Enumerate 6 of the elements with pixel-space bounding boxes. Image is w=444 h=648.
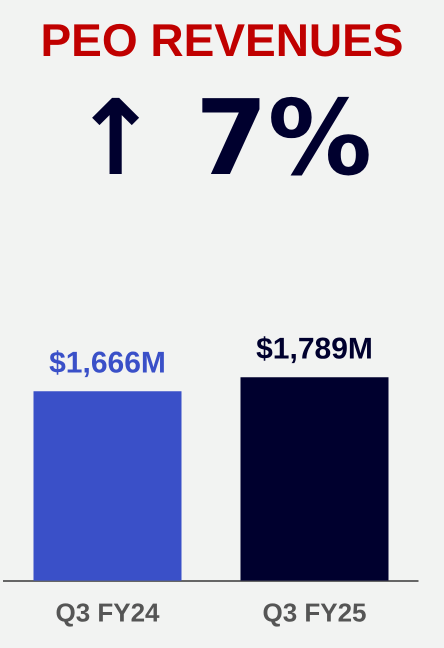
x-tick-label: Q3 FY25 [262,598,367,628]
chart-subtitle: ↑ 7% [71,77,373,199]
data-label: $1,666M [49,346,166,380]
data-label: $1,789M [256,332,373,366]
chart-title: PEO REVENUES [40,13,404,68]
x-tick-label: Q3 FY24 [55,598,160,628]
